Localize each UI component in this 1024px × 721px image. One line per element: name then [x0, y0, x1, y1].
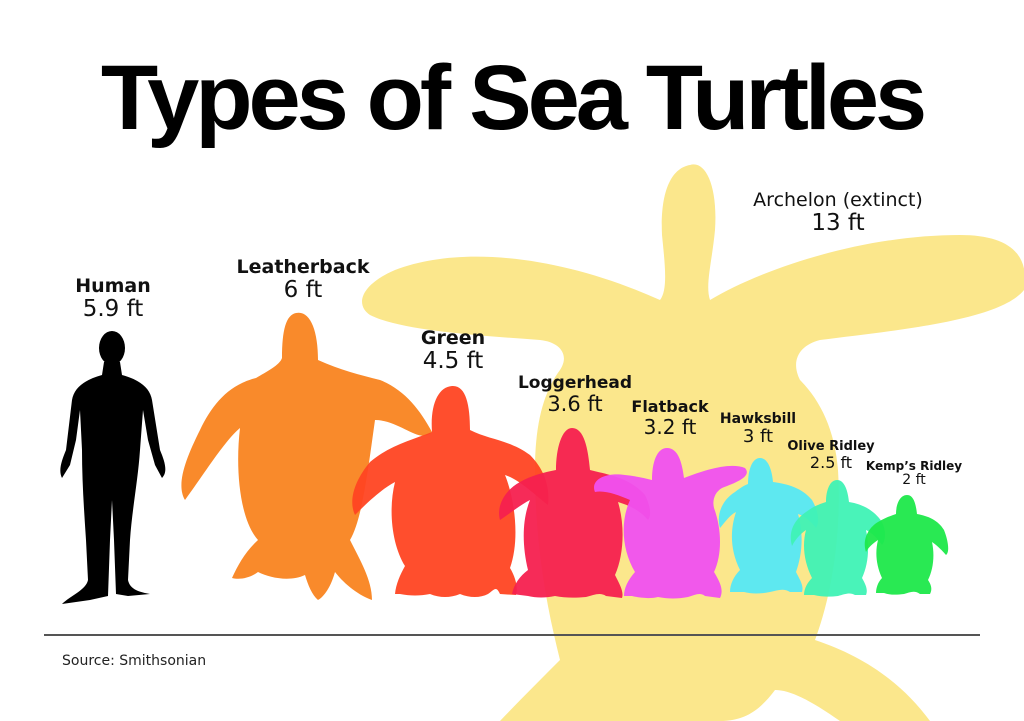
archelon-silhouette	[362, 164, 1024, 721]
label-leatherback: Leatherback 6 ft	[237, 257, 370, 303]
source-note: Source: Smithsonian	[62, 653, 207, 669]
human-silhouette	[60, 331, 166, 604]
label-green-size: 4.5 ft	[422, 347, 484, 374]
label-flatback-size: 3.2 ft	[643, 414, 697, 439]
label-olive-ridley-size: 2.5 ft	[809, 453, 853, 473]
label-flatback-name: Flatback	[631, 397, 709, 416]
label-archelon-size: 13 ft	[811, 209, 865, 236]
label-human-name: Human	[75, 275, 151, 297]
label-loggerhead-name: Loggerhead	[517, 373, 633, 393]
label-human: Human 5.9 ft	[75, 276, 151, 322]
label-loggerhead: Loggerhead 3.6 ft	[518, 374, 632, 416]
label-olive-ridley: Olive Ridley 2.5 ft	[787, 439, 875, 473]
label-flatback: Flatback 3.2 ft	[631, 398, 708, 438]
leatherback-silhouette	[181, 312, 432, 600]
label-hawksbill-size: 3 ft	[742, 426, 774, 448]
page-title: Types of Sea Turtles	[100, 47, 927, 149]
hawksbill-silhouette	[718, 458, 819, 594]
label-leatherback-name: Leatherback	[236, 256, 370, 278]
loggerhead-silhouette	[499, 428, 651, 598]
label-kemps-ridley: Kemp’s Ridley 2 ft	[865, 459, 963, 489]
ground-line	[44, 634, 980, 636]
label-olive-ridley-name: Olive Ridley	[787, 439, 875, 454]
label-loggerhead-size: 3.6 ft	[547, 391, 603, 416]
label-human-size: 5.9 ft	[82, 295, 144, 322]
label-archelon-name: Archelon (extinct)	[753, 189, 923, 211]
label-kemps-ridley-name: Kemp’s Ridley	[865, 459, 963, 473]
label-green: Green 4.5 ft	[421, 328, 485, 374]
label-kemps-ridley-size: 2 ft	[902, 472, 926, 489]
flatback-silhouette	[594, 448, 747, 599]
green-turtle-silhouette	[352, 385, 549, 597]
label-archelon: Archelon (extinct) 13 ft	[753, 190, 923, 236]
label-hawksbill-name: Hawksbill	[719, 411, 797, 427]
label-hawksbill: Hawksbill 3 ft	[719, 411, 797, 448]
kemps-ridley-silhouette	[864, 495, 949, 595]
olive-ridley-silhouette	[790, 480, 885, 597]
label-green-name: Green	[420, 327, 486, 349]
label-leatherback-size: 6 ft	[283, 276, 323, 303]
